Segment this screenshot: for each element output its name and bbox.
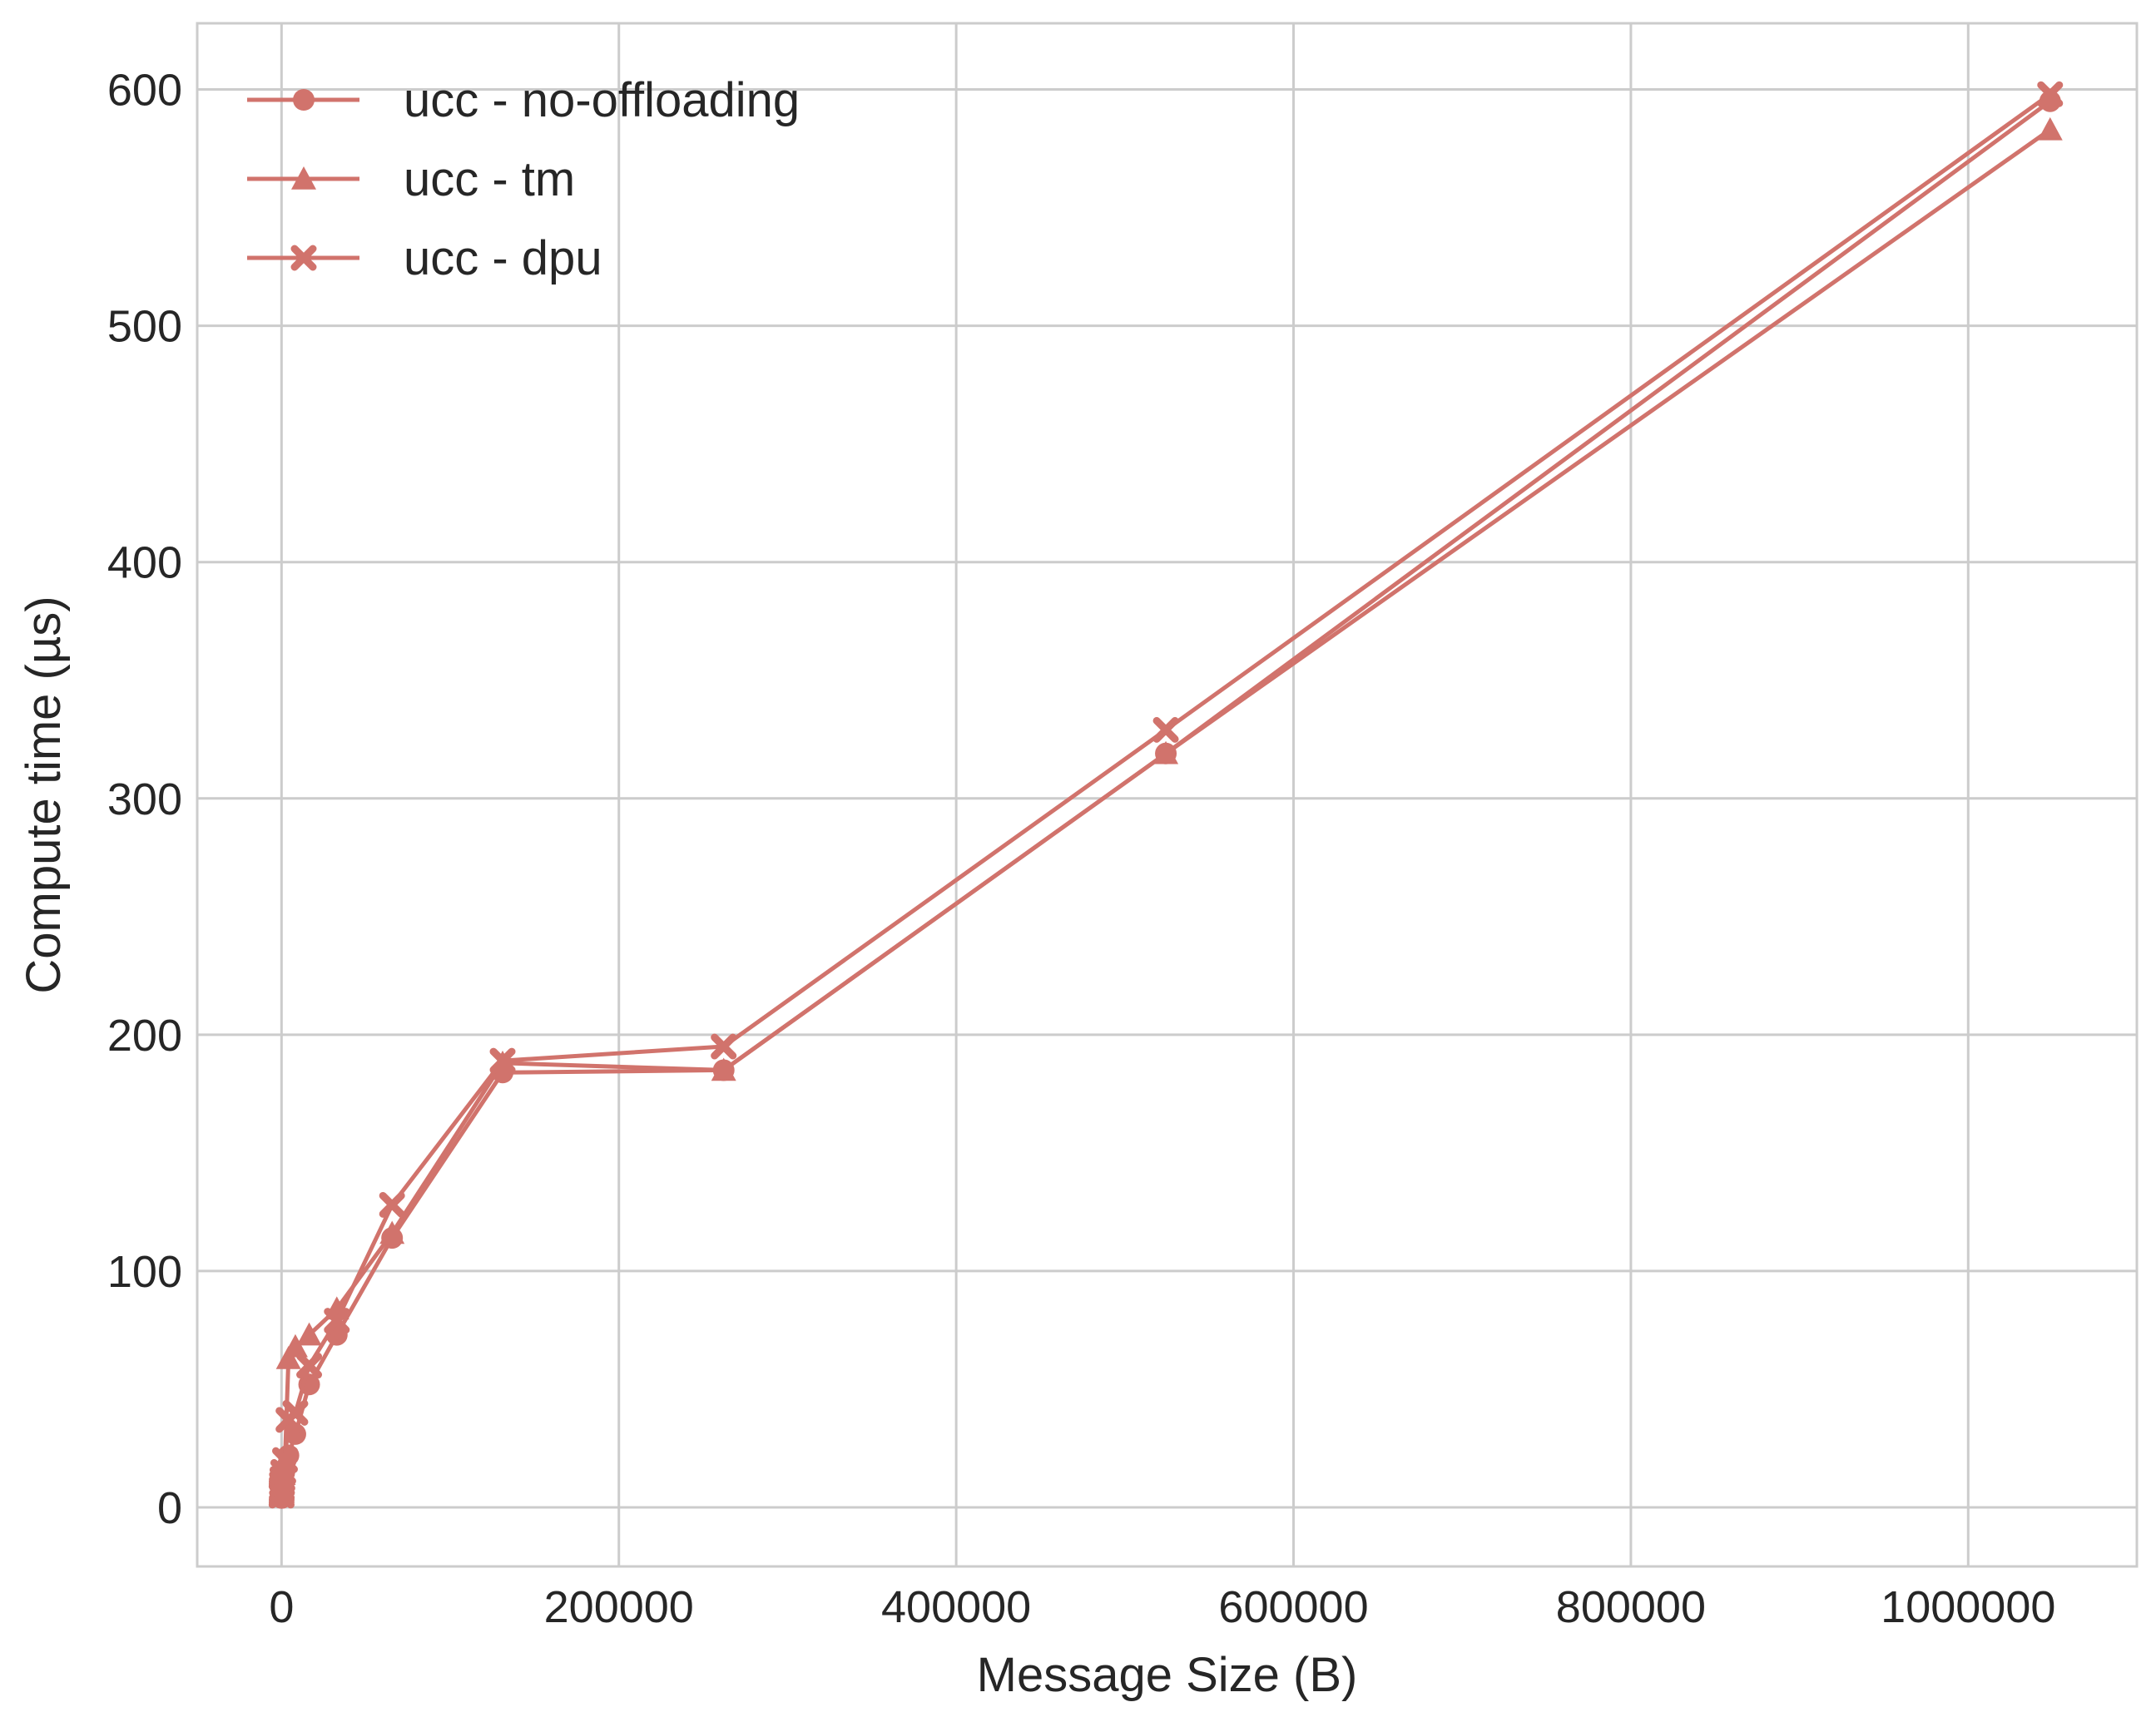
data-point — [296, 1322, 322, 1346]
data-point — [2037, 116, 2063, 141]
x-tick-label: 1000000 — [1881, 1582, 2055, 1632]
legend-label: ucc - dpu — [404, 231, 602, 285]
data-point — [1152, 716, 1179, 743]
y-axis-label: Compute time (µs) — [17, 596, 71, 993]
series-line — [279, 127, 2053, 1498]
data-point — [711, 1033, 737, 1060]
legend-label: ucc - tm — [404, 152, 575, 206]
x-tick-label: 800000 — [1556, 1582, 1706, 1632]
data-point — [324, 1308, 350, 1334]
y-axis-ticks: 0 100 200 300 400 500 600 — [107, 66, 182, 1533]
data-point — [379, 1191, 405, 1218]
data-point — [282, 1399, 309, 1426]
data-point — [271, 1447, 298, 1473]
x-axis-label: Message Size (B) — [977, 1648, 1358, 1702]
plot-frame — [196, 22, 2139, 1568]
data-point — [711, 1057, 736, 1081]
x-tick-label: 600000 — [1218, 1582, 1368, 1632]
grid — [197, 23, 2137, 1566]
legend-entry: ucc - tm — [247, 152, 575, 206]
y-tick-label: 0 — [157, 1483, 182, 1533]
data-point — [2037, 81, 2064, 107]
legend-entry: ucc - no-offloading — [247, 73, 800, 127]
data-point — [296, 1353, 323, 1379]
x-axis-ticks: 0 200000 400000 600000 800000 1000000 — [269, 1582, 2055, 1632]
legend-entry: ucc - dpu — [247, 231, 602, 285]
series-2 — [268, 81, 2064, 1509]
legend-label: ucc - no-offloading — [404, 73, 800, 127]
series-line — [279, 92, 2053, 1498]
data-point — [1153, 740, 1179, 764]
x-tick-label: 200000 — [544, 1582, 694, 1632]
y-tick-label: 600 — [107, 66, 182, 116]
y-tick-label: 100 — [107, 1247, 182, 1297]
legend-marker — [290, 245, 317, 271]
data-point — [275, 1346, 301, 1369]
data-point — [489, 1047, 516, 1074]
y-tick-label: 400 — [107, 538, 182, 588]
x-tick-label: 0 — [269, 1582, 294, 1632]
legend: ucc - no-offloading ucc - tm ucc - dpu — [247, 73, 800, 285]
y-tick-label: 500 — [107, 302, 182, 352]
legend-marker — [291, 166, 316, 190]
data-point — [379, 1220, 405, 1244]
series-layer — [268, 81, 2064, 1509]
legend-marker — [293, 89, 315, 111]
y-tick-label: 200 — [107, 1011, 182, 1061]
x-tick-label: 400000 — [881, 1582, 1031, 1632]
data-point — [282, 1334, 308, 1358]
y-tick-label: 300 — [107, 774, 182, 824]
